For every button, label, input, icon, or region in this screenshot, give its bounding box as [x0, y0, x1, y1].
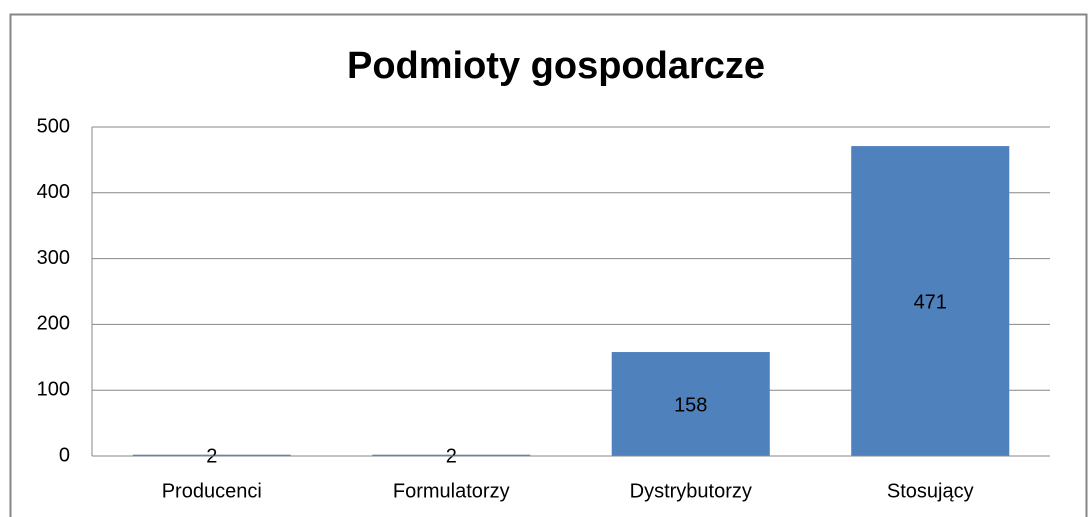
bar [611, 352, 770, 456]
y-tick-label: 300 [37, 247, 70, 269]
bar [851, 146, 1010, 456]
y-tick-label: 400 [37, 181, 70, 203]
x-tick-label: Formulatorzy [393, 480, 510, 502]
bar [132, 454, 291, 456]
y-tick-label: 200 [37, 313, 70, 335]
data-label: 2 [446, 446, 457, 468]
y-tick-label: 500 [37, 115, 70, 137]
data-label: 471 [914, 291, 947, 313]
chart-title: Podmioty gospodarcze [347, 45, 765, 87]
y-tick-label: 100 [37, 378, 70, 400]
data-label: 158 [674, 394, 707, 416]
chart-frame [9, 13, 1088, 517]
x-tick-label: Dystrybutorzy [630, 480, 752, 502]
y-tick-label: 0 [59, 444, 70, 466]
bar [372, 454, 531, 456]
x-tick-label: Producenci [162, 480, 262, 502]
x-tick-label: Stosujący [887, 480, 974, 502]
data-label: 2 [206, 446, 217, 468]
